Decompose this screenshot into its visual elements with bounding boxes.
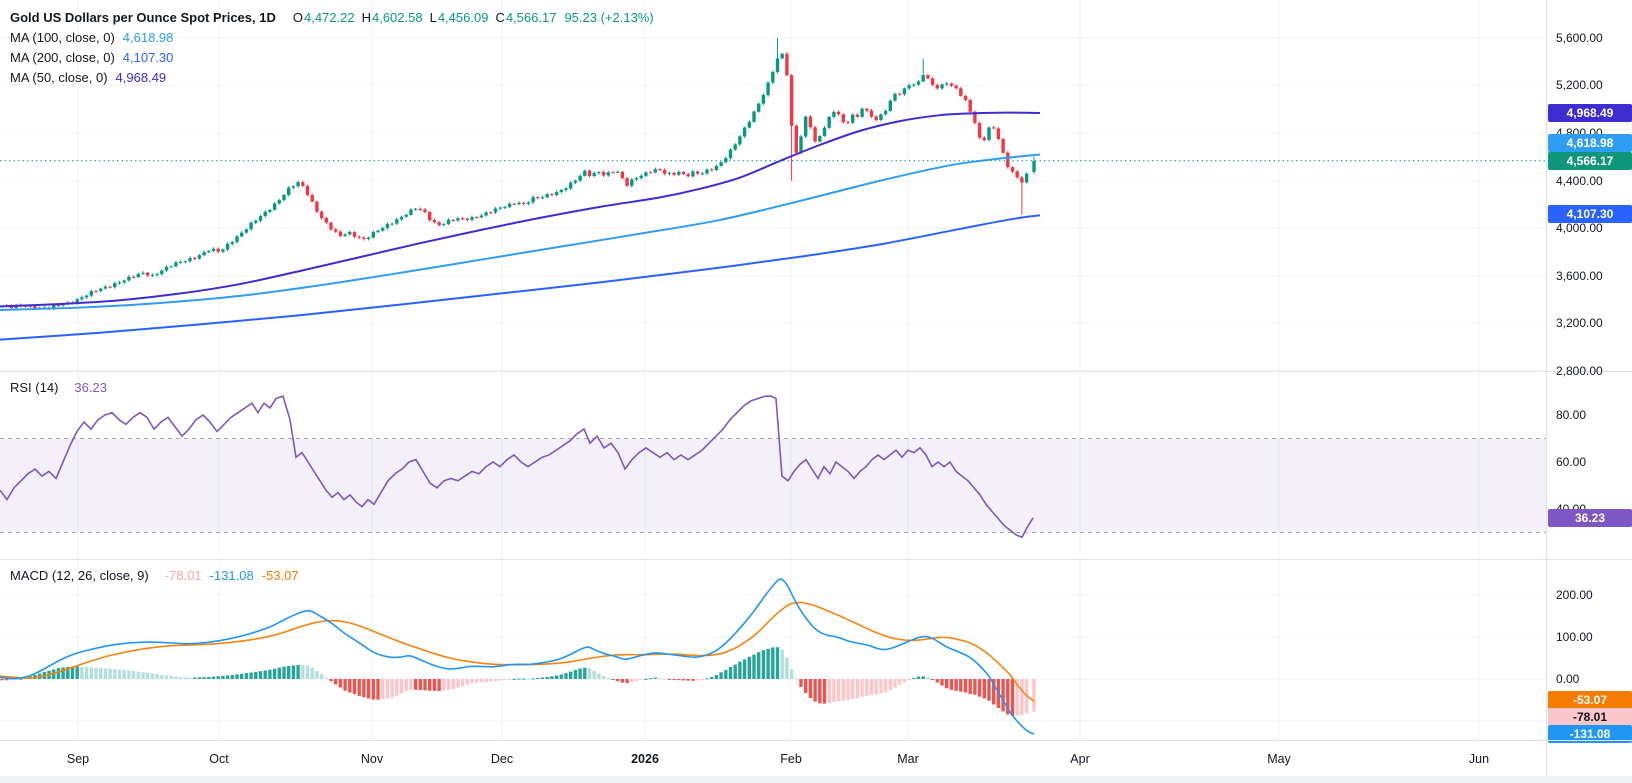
time-label-oct: Oct xyxy=(209,752,229,766)
time-label-apr: Apr xyxy=(1070,752,1090,766)
macd-signal-value: -53.07 xyxy=(261,568,299,583)
macd-line-value: -131.08 xyxy=(209,568,254,583)
rsi-label: RSI (14) xyxy=(10,380,59,395)
legend: Gold US Dollars per Ounce Spot Prices, 1… xyxy=(10,8,654,88)
rsi-panel[interactable] xyxy=(0,372,1632,560)
ohlc-close: C4,566.17 xyxy=(495,10,557,25)
ma-50-value: 4,968.49 xyxy=(115,70,167,85)
price-price-badge: 4,618.98 xyxy=(1548,134,1632,152)
ohlc-open: O4,472.22 xyxy=(292,10,355,25)
macd-price-badge: -53.07 xyxy=(1548,691,1632,709)
macd-legend[interactable]: MACD (12, 26, close, 9) -78.01 -131.08 -53.… xyxy=(10,566,299,586)
panel-divider-macd[interactable] xyxy=(0,559,1632,560)
price-tick-label: 5,600.00 xyxy=(1556,31,1603,45)
rsi-price-badge: 36.23 xyxy=(1548,509,1632,527)
macd-label: MACD (12, 26, close, 9) xyxy=(10,568,149,583)
panel-divider-rsi[interactable] xyxy=(0,371,1632,372)
price-tick-label: 3,600.00 xyxy=(1556,269,1603,283)
ma-100-row[interactable]: MA (100, close, 0) 4,618.98 xyxy=(10,30,174,45)
time-label-sep: Sep xyxy=(66,752,90,766)
macd-histogram-value: -78.01 xyxy=(164,568,202,583)
rsi-value: 36.23 xyxy=(74,380,107,395)
price-tick-label: 4,400.00 xyxy=(1556,174,1603,188)
bottom-strip xyxy=(0,776,1632,783)
macd-panel[interactable] xyxy=(0,560,1632,740)
time-axis[interactable]: Sep Oct Nov Dec 2026 Feb Mar Apr May Jun xyxy=(0,740,1632,783)
time-label-mar: Mar xyxy=(897,752,919,766)
ma-100-value: 4,618.98 xyxy=(122,30,174,45)
price-tick-label: 4,000.00 xyxy=(1556,221,1603,235)
ohlc-high: H4,602.58 xyxy=(361,10,423,25)
rsi-tick-label: 80.00 xyxy=(1556,408,1587,422)
time-label-nov: Nov xyxy=(360,752,384,766)
price-price-badge: 4,566.17 xyxy=(1548,152,1632,170)
price-axis[interactable]: 5,600.00 5,200.00 4,800.00 4,400.00 4,000.00… xyxy=(1546,0,1632,783)
rsi-legend[interactable]: RSI (14) 36.23 xyxy=(10,378,107,398)
change-value: 95.23 (+2.13%) xyxy=(564,10,654,25)
price-price-badge: 4,107.30 xyxy=(1548,205,1632,223)
time-label-dec: Dec xyxy=(490,752,514,766)
time-label-jun: Jun xyxy=(1468,752,1490,766)
symbol-title[interactable]: Gold US Dollars per Ounce Spot Prices, 1… xyxy=(10,10,276,25)
time-label-2026: 2026 xyxy=(631,752,659,766)
macd-price-badge: -131.08 xyxy=(1548,725,1632,743)
price-tick-label: 2,800.00 xyxy=(1556,364,1603,378)
time-label-may: May xyxy=(1267,752,1291,766)
price-tick-label: 5,200.00 xyxy=(1556,78,1603,92)
macd-tick-label: 0.00 xyxy=(1556,672,1580,686)
ohlc-low: L4,456.09 xyxy=(429,10,489,25)
time-label-feb: Feb xyxy=(780,752,802,766)
ma-200-row[interactable]: MA (200, close, 0) 4,107.30 xyxy=(10,50,174,65)
macd-price-badge: -78.01 xyxy=(1548,708,1632,726)
price-chart-panel[interactable] xyxy=(0,0,1632,372)
price-price-badge: 4,968.49 xyxy=(1548,104,1632,122)
macd-tick-label: 100.00 xyxy=(1556,630,1593,644)
rsi-tick-label: 60.00 xyxy=(1556,455,1587,469)
macd-tick-label: 200.00 xyxy=(1556,588,1593,602)
price-tick-label: 3,200.00 xyxy=(1556,316,1603,330)
ma-50-row[interactable]: MA (50, close, 0) 4,968.49 xyxy=(10,70,167,85)
ma-200-value: 4,107.30 xyxy=(122,50,174,65)
